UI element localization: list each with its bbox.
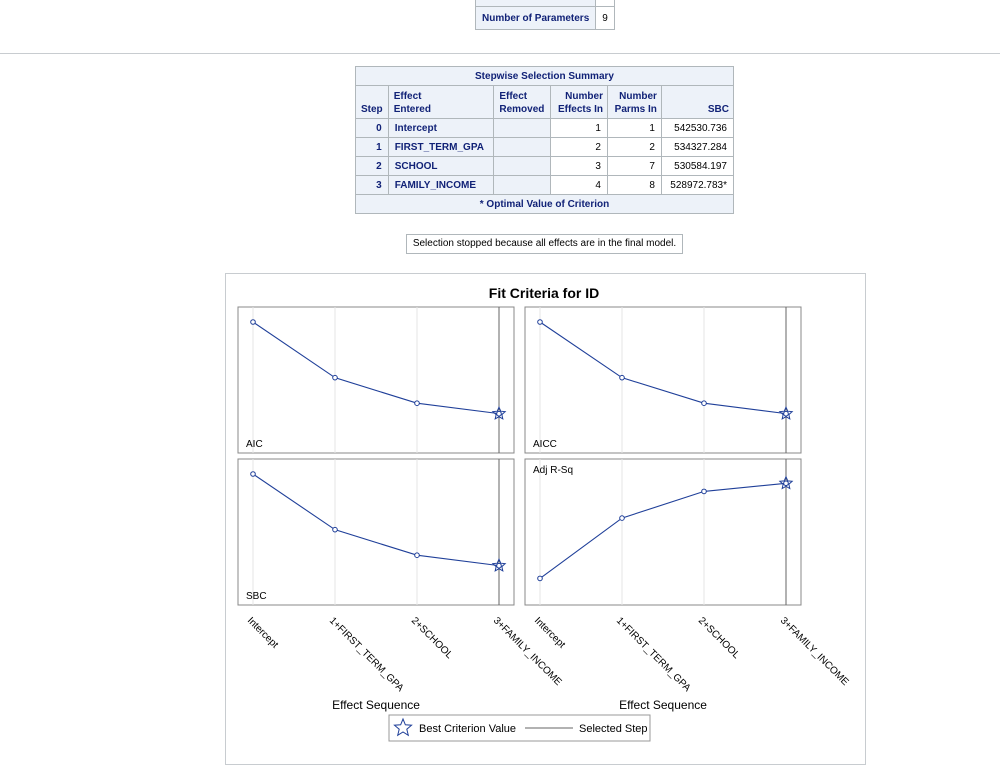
- selection-stop-note: Selection stopped because all effects ar…: [406, 234, 683, 254]
- panel-label: AIC: [246, 439, 263, 450]
- col-header-number-effects-in: Number Effects In: [550, 85, 608, 119]
- best-criterion-legend-icon: [393, 717, 413, 737]
- data-point: [414, 400, 420, 406]
- data-point: [783, 410, 789, 417]
- series-line: [539, 482, 787, 579]
- data-point: [332, 374, 338, 381]
- series-line: [539, 321, 787, 415]
- data-point: [414, 552, 420, 559]
- tick-label: 2+SCHOOL: [696, 615, 742, 661]
- panel-frame: [237, 306, 515, 454]
- table-row: 3 FAMILY_INCOME 4 8 528972.783*: [355, 175, 735, 195]
- best-criterion-star: [491, 405, 507, 420]
- stepwise-summary-table: Stepwise Selection Summary Step Effect En…: [355, 66, 735, 214]
- panel-frame: [524, 458, 802, 606]
- params-label: Number of Parameters: [474, 6, 597, 30]
- data-point: [701, 400, 707, 406]
- data-point: [537, 575, 543, 582]
- tick-label: 1+FIRST_TERM_GPA: [614, 615, 693, 694]
- tick-label: 2+SCHOOL: [409, 615, 455, 661]
- data-point: [619, 515, 625, 521]
- table-row: 2 SCHOOL 3 7 530584.197: [355, 156, 735, 176]
- table-footnote: * Optimal Value of Criterion: [355, 194, 734, 214]
- series-line: [252, 321, 500, 415]
- col-header-number-parms-in: Number Parms In: [606, 85, 662, 119]
- panel-frame: [524, 306, 802, 454]
- tick-label: 3+FAMILY_INCOME: [778, 615, 851, 688]
- fit-criteria-chart: Fit Criteria for ID AIC AICC SBC Intercept 1+…: [237, 285, 851, 742]
- data-point: [537, 319, 543, 325]
- params-value: 9: [595, 6, 615, 30]
- data-point: [332, 526, 338, 533]
- best-criterion-star: [778, 405, 794, 420]
- data-point: [783, 480, 789, 487]
- best-criterion-star: [491, 557, 507, 572]
- table-row: 1 FIRST_TERM_GPA 2 2 534327.284: [355, 137, 735, 157]
- x-axis-label: Effect Sequence: [619, 698, 707, 712]
- best-criterion-star: [778, 475, 794, 490]
- legend-box: [388, 714, 651, 742]
- parameters-table: Number of Parameters 9: [474, 0, 615, 30]
- tick-label: 3+FAMILY_INCOME: [491, 615, 564, 688]
- stepwise-caption: Stepwise Selection Summary: [355, 66, 734, 86]
- data-point: [619, 374, 625, 381]
- col-header-effect-entered: Effect Entered: [387, 85, 495, 119]
- data-point: [496, 562, 502, 569]
- data-point: [496, 410, 502, 417]
- series-line: [252, 473, 500, 567]
- x-axis-label: Effect Sequence: [332, 698, 420, 712]
- tick-label: Intercept: [245, 615, 280, 650]
- data-point: [701, 488, 707, 495]
- chart-title: Fit Criteria for ID: [489, 285, 599, 301]
- panel-label: Adj R-Sq: [533, 465, 573, 476]
- table-row: 0 Intercept 1 1 542530.736: [355, 118, 735, 138]
- col-header-sbc: SBC: [660, 85, 735, 119]
- col-header-step: Step: [355, 85, 389, 119]
- col-header-effect-removed: Effect Removed: [493, 85, 552, 119]
- legend-best-label: Best Criterion Value: [419, 723, 516, 735]
- panel-frame: [237, 458, 515, 606]
- legend-selected-label: Selected Step: [579, 723, 648, 735]
- data-point: [250, 319, 256, 325]
- panel-label: SBC: [246, 591, 267, 602]
- data-point: [250, 471, 256, 477]
- section-divider: [0, 53, 1000, 54]
- tick-label: Intercept: [532, 615, 567, 650]
- tick-label: 1+FIRST_TERM_GPA: [327, 615, 406, 694]
- panel-label: AICC: [533, 439, 557, 450]
